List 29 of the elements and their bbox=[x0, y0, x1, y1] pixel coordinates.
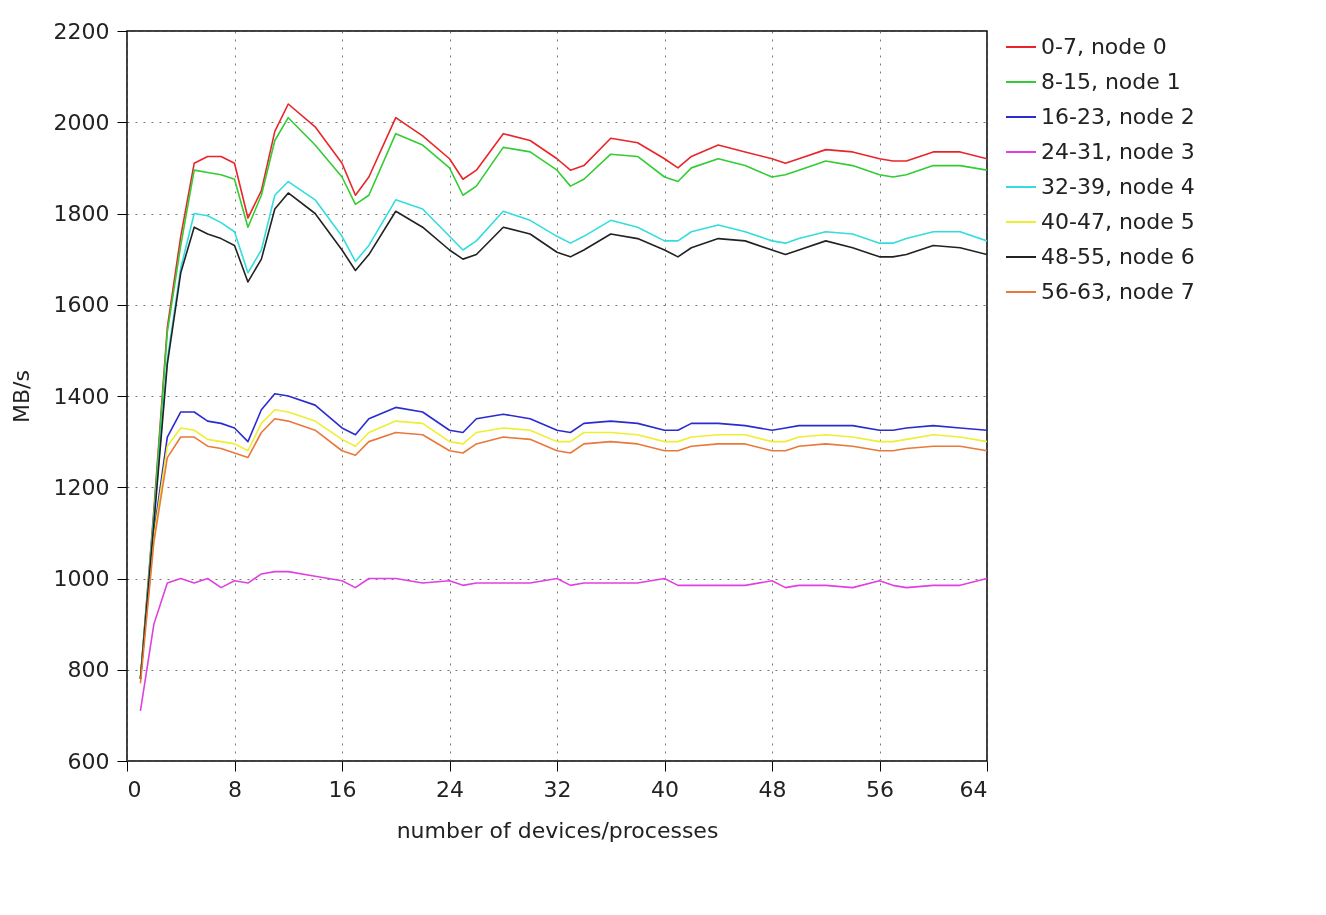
x-tick-label: 64 bbox=[959, 776, 988, 802]
legend-label: 56-63, node 7 bbox=[1041, 279, 1195, 304]
x-tick-label: 56 bbox=[866, 776, 894, 802]
legend-label: 48-55, node 6 bbox=[1041, 244, 1195, 269]
x-tick-label: 8 bbox=[228, 776, 242, 802]
legend-label: 0-7, node 0 bbox=[1041, 34, 1167, 59]
y-tick-label: 1800 bbox=[53, 201, 110, 226]
y-tick-label: 600 bbox=[67, 748, 110, 774]
x-tick-label: 48 bbox=[758, 776, 787, 802]
y-tick-label: 1000 bbox=[53, 566, 110, 591]
x-axis-title: number of devices/processes bbox=[396, 817, 719, 843]
y-tick-label: 2000 bbox=[53, 109, 110, 135]
x-tick-label: 32 bbox=[543, 776, 572, 802]
legend-label: 24-31, node 3 bbox=[1041, 139, 1195, 164]
legend-label: 40-47, node 5 bbox=[1041, 209, 1195, 234]
x-tick-label: 0 bbox=[127, 776, 142, 802]
x-tick-label: 40 bbox=[651, 776, 679, 802]
y-axis-title: MB/s bbox=[8, 370, 34, 423]
y-tick-label: 1200 bbox=[53, 474, 110, 500]
legend-label: 32-39, node 4 bbox=[1041, 174, 1195, 199]
y-tick-label: 1600 bbox=[53, 292, 110, 318]
line-series bbox=[139, 570, 987, 712]
legend-label: 16-23, node 2 bbox=[1041, 104, 1195, 129]
y-tick-label: 1400 bbox=[53, 383, 110, 409]
x-tick-label: 16 bbox=[328, 776, 357, 802]
y-tick-label: 800 bbox=[67, 657, 110, 683]
x-tick-label: 24 bbox=[436, 776, 464, 802]
legend-label: 8-15, node 1 bbox=[1041, 69, 1181, 94]
y-tick-label: 2200 bbox=[53, 18, 110, 44]
